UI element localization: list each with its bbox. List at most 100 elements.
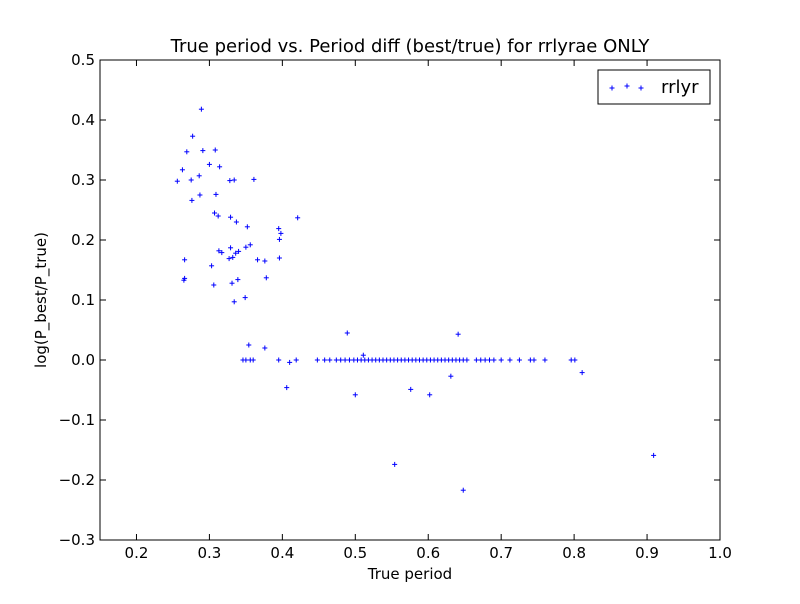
- data-point: [216, 248, 222, 254]
- x-tick-label: 0.3: [197, 544, 221, 562]
- data-point: [230, 254, 236, 260]
- data-point: [219, 250, 225, 256]
- y-axis: 0.5 0.4 0.3 0.2 0.1 0.0 −0.1 −0.2 −0.3: [59, 51, 720, 549]
- data-point: [542, 357, 548, 363]
- data-point: [233, 219, 239, 225]
- data-point: [498, 357, 504, 363]
- y-tick-label: 0.4: [71, 111, 95, 129]
- x-tick-label: 0.8: [562, 544, 586, 562]
- data-point: [427, 392, 433, 398]
- y-axis-label: log(P_best/P_true): [32, 232, 51, 368]
- data-points: [174, 106, 657, 493]
- x-tick-label: 1.0: [708, 544, 732, 562]
- y-tick-label: −0.2: [59, 471, 95, 489]
- data-point: [215, 213, 221, 219]
- data-point: [408, 386, 414, 392]
- data-point: [338, 357, 344, 363]
- data-point: [516, 357, 522, 363]
- data-point: [212, 210, 218, 216]
- data-point: [212, 147, 218, 153]
- data-point: [460, 487, 466, 493]
- legend-label: rrlyr: [661, 77, 699, 98]
- data-point: [478, 357, 484, 363]
- data-point: [182, 257, 188, 263]
- data-point: [246, 342, 252, 348]
- data-point: [327, 357, 333, 363]
- data-point: [196, 173, 202, 179]
- data-point: [295, 215, 301, 221]
- data-point: [244, 224, 250, 230]
- data-point: [473, 357, 479, 363]
- data-point: [276, 357, 282, 363]
- y-tick-label: 0.1: [71, 291, 95, 309]
- data-point: [231, 299, 237, 305]
- data-point: [263, 275, 269, 281]
- data-point: [276, 236, 282, 242]
- data-point: [243, 244, 249, 250]
- x-axis: 0.2 0.3 0.4 0.5 0.6 0.7 0.8 0.9 1.0: [125, 60, 732, 562]
- data-point: [531, 357, 537, 363]
- legend-marker-point: [624, 83, 630, 89]
- data-point: [651, 452, 657, 458]
- y-tick-label: −0.1: [59, 411, 95, 429]
- data-point: [482, 357, 488, 363]
- data-point: [227, 178, 233, 184]
- data-point: [262, 345, 268, 351]
- data-point: [213, 191, 219, 197]
- data-point: [235, 277, 241, 283]
- data-point: [487, 357, 493, 363]
- data-point: [181, 277, 187, 283]
- data-point: [276, 226, 282, 232]
- data-point: [322, 357, 328, 363]
- data-point: [226, 256, 232, 262]
- data-point: [179, 167, 185, 173]
- data-point: [579, 370, 585, 376]
- data-point: [184, 149, 190, 155]
- data-point: [197, 192, 203, 198]
- x-tick-label: 0.5: [343, 544, 367, 562]
- legend-box: [597, 69, 711, 105]
- data-point: [287, 359, 293, 365]
- data-point: [293, 357, 299, 363]
- y-tick-label: 0.3: [71, 171, 95, 189]
- data-point: [188, 177, 194, 183]
- x-tick-label: 0.9: [635, 544, 659, 562]
- x-tick-label: 0.7: [489, 544, 513, 562]
- data-point: [262, 258, 268, 264]
- data-point: [455, 331, 461, 337]
- data-point: [211, 282, 217, 288]
- y-tick-label: −0.3: [59, 531, 95, 549]
- y-tick-label: 0.2: [71, 231, 95, 249]
- data-point: [276, 255, 282, 261]
- data-point: [284, 385, 290, 391]
- data-point: [209, 263, 215, 269]
- data-point: [392, 461, 398, 467]
- data-point: [189, 197, 195, 203]
- data-point: [314, 357, 320, 363]
- x-axis-label: True period: [367, 565, 452, 583]
- data-point: [243, 357, 249, 363]
- data-point: [206, 161, 212, 167]
- data-point: [448, 373, 454, 379]
- legend-marker-point: [609, 85, 615, 91]
- y-tick-label: 0.0: [71, 351, 95, 369]
- data-point: [242, 295, 248, 301]
- data-point: [198, 106, 204, 112]
- x-tick-label: 0.2: [125, 544, 149, 562]
- legend: rrlyr: [597, 69, 711, 105]
- data-point: [255, 257, 261, 263]
- legend-marker: [609, 83, 644, 91]
- data-point: [250, 357, 256, 363]
- data-point: [228, 214, 234, 220]
- data-point: [233, 250, 239, 256]
- data-point: [464, 357, 470, 363]
- data-point: [190, 133, 196, 139]
- data-point: [231, 177, 237, 183]
- data-point: [352, 392, 358, 398]
- data-point: [360, 352, 366, 358]
- data-point: [346, 357, 352, 363]
- data-point: [342, 357, 348, 363]
- data-point: [236, 248, 242, 254]
